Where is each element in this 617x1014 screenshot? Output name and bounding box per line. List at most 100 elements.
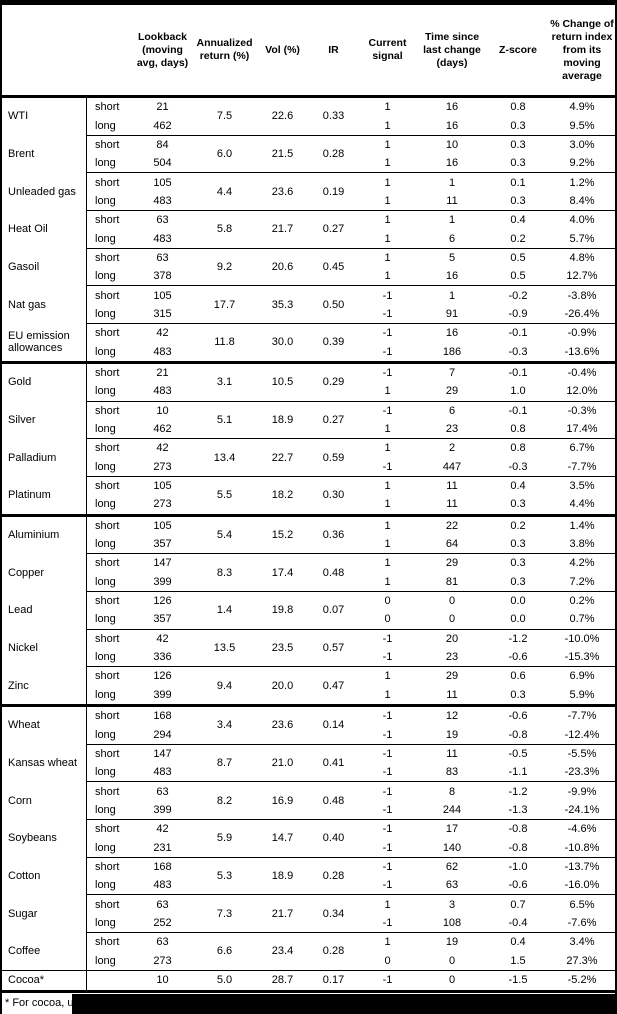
zscore-value: -1.5 bbox=[508, 974, 528, 987]
lookback-value: 231 bbox=[153, 841, 172, 854]
lookback-value: 63 bbox=[156, 214, 169, 227]
current-signal-value: 1 bbox=[384, 251, 391, 264]
leg-label: long bbox=[95, 385, 116, 398]
leg-label: short bbox=[95, 251, 120, 264]
zscore-value: 0.2 bbox=[510, 232, 526, 245]
zscore-value: 0.5 bbox=[510, 270, 526, 283]
section-base-metals: Aluminium short 105 1 22 0.2 1.4% long 357 1 64 0.3… bbox=[2, 513, 615, 704]
lookback-value: 294 bbox=[153, 728, 172, 741]
zscore-value: -0.9 bbox=[508, 307, 528, 320]
ir-value: 0.14 bbox=[322, 719, 345, 732]
leg-label: long bbox=[95, 954, 116, 967]
ir-value: 0.28 bbox=[322, 148, 345, 161]
current-signal-value: 1 bbox=[384, 480, 391, 493]
ir-value: 0.33 bbox=[322, 110, 345, 123]
current-signal-value: 1 bbox=[384, 519, 391, 532]
commodity-group-sugar: Sugar short 63 1 3 0.7 6.5% long 252 -1 108 -0.4 -7.… bbox=[2, 895, 615, 932]
time-since-change-value: 63 bbox=[445, 879, 459, 892]
name-column-divider bbox=[86, 98, 87, 993]
time-since-change-value: 6 bbox=[448, 404, 456, 417]
zscore-value: 0.3 bbox=[510, 138, 526, 151]
leg-label: long bbox=[95, 119, 116, 132]
annualized-return-value: 6.6 bbox=[216, 945, 233, 958]
vol-value: 10.5 bbox=[271, 376, 294, 389]
annualized-return-value: 7.5 bbox=[216, 110, 233, 123]
ir-value: 0.27 bbox=[322, 413, 345, 426]
current-signal-value: -1 bbox=[382, 879, 393, 892]
pct-change-value: 4.9% bbox=[569, 101, 595, 114]
commodity-group-palladium: Palladium short 42 1 2 0.8 6.7% long 273 -1 447 -0.… bbox=[2, 439, 615, 476]
zscore-value: 0.7 bbox=[510, 898, 526, 911]
lookback-value: 42 bbox=[156, 823, 169, 836]
zscore-value: 0.0 bbox=[510, 613, 526, 626]
leg-label: long bbox=[95, 803, 116, 816]
vol-value: 19.8 bbox=[271, 604, 294, 617]
leg-label: long bbox=[95, 575, 116, 588]
leg-label: short bbox=[95, 823, 120, 836]
lookback-value: 105 bbox=[153, 176, 172, 189]
pct-change-value: 7.2% bbox=[569, 575, 595, 588]
redaction-bar bbox=[72, 993, 615, 1014]
time-since-change-value: 0 bbox=[448, 974, 456, 987]
time-since-change-value: 0 bbox=[448, 954, 456, 967]
ir-value: 0.59 bbox=[322, 451, 345, 464]
pct-change-value: 27.3% bbox=[566, 954, 598, 967]
commodity-group-corn: Corn short 63 -1 8 -1.2 -9.9% long 399 -1 244 -1.3 -… bbox=[2, 782, 615, 819]
commodity-name: Lead bbox=[8, 604, 33, 617]
current-signal-value: -1 bbox=[382, 289, 393, 302]
time-since-change-value: 64 bbox=[445, 538, 459, 551]
leg-label: long bbox=[95, 916, 116, 929]
time-since-change-value: 0 bbox=[448, 595, 456, 608]
commodity-group-nickel: Nickel short 42 -1 20 -1.2 -10.0% long 336 -1 23 -0… bbox=[2, 630, 615, 667]
time-since-change-value: 12 bbox=[445, 710, 459, 723]
leg-label: short bbox=[95, 936, 120, 949]
lookback-value: 399 bbox=[153, 575, 172, 588]
time-since-change-value: 108 bbox=[442, 916, 462, 929]
leg-label: long bbox=[95, 728, 116, 741]
time-since-change-value: 17 bbox=[445, 823, 459, 836]
pct-change-value: -3.8% bbox=[567, 289, 597, 302]
time-since-change-value: 6 bbox=[448, 232, 456, 245]
group-separator bbox=[86, 932, 615, 934]
leg-label: long bbox=[95, 688, 116, 701]
zscore-value: -0.1 bbox=[508, 404, 528, 417]
time-since-change-value: 19 bbox=[445, 936, 459, 949]
time-since-change-value: 83 bbox=[445, 766, 459, 779]
leg-label: short bbox=[95, 480, 120, 493]
commodity-group-aluminium: Aluminium short 105 1 22 0.2 1.4% long 357 1 64 0.3… bbox=[2, 517, 615, 554]
leg-label: short bbox=[95, 327, 120, 340]
leg-label: short bbox=[95, 557, 120, 570]
current-signal-value: -1 bbox=[382, 823, 393, 836]
pct-change-value: -13.6% bbox=[564, 345, 600, 358]
pct-change-value: -15.3% bbox=[564, 651, 600, 664]
lookback-value: 105 bbox=[153, 289, 172, 302]
annualized-return-value: 5.3 bbox=[216, 870, 233, 883]
current-signal-value: 1 bbox=[384, 498, 391, 511]
leg-label: long bbox=[95, 651, 116, 664]
annualized-return-value: 9.4 bbox=[216, 679, 233, 692]
commodity-group-coffee: Coffee short 63 1 19 0.4 3.4% long 273 0 0 1.5 27.3%… bbox=[2, 933, 615, 970]
pct-change-value: -0.9% bbox=[567, 327, 597, 340]
pct-change-value: 1.4% bbox=[569, 519, 595, 532]
commodity-name: Gold bbox=[8, 376, 32, 389]
annualized-return-value: 9.2 bbox=[216, 261, 233, 274]
pct-change-value: 8.4% bbox=[569, 194, 595, 207]
leg-label: long bbox=[95, 613, 116, 626]
time-since-change-value: 11 bbox=[446, 194, 458, 207]
pct-change-value: 6.5% bbox=[569, 898, 595, 911]
current-signal-value: 1 bbox=[384, 101, 391, 114]
zscore-value: 0.2 bbox=[510, 519, 526, 532]
ir-value: 0.17 bbox=[322, 974, 345, 987]
leg-label: long bbox=[95, 270, 116, 283]
header-commodity-blank bbox=[2, 5, 87, 95]
commodity-name: Platinum bbox=[8, 489, 51, 502]
ir-value: 0.57 bbox=[322, 641, 345, 654]
time-since-change-value: 91 bbox=[445, 307, 459, 320]
annualized-return-value: 5.0 bbox=[216, 974, 233, 987]
time-since-change-value: 3 bbox=[448, 898, 456, 911]
time-since-change-value: 11 bbox=[446, 498, 458, 511]
leg-label: short bbox=[95, 176, 120, 189]
ir-value: 0.29 bbox=[322, 376, 345, 389]
lookback-value: 168 bbox=[153, 860, 172, 873]
